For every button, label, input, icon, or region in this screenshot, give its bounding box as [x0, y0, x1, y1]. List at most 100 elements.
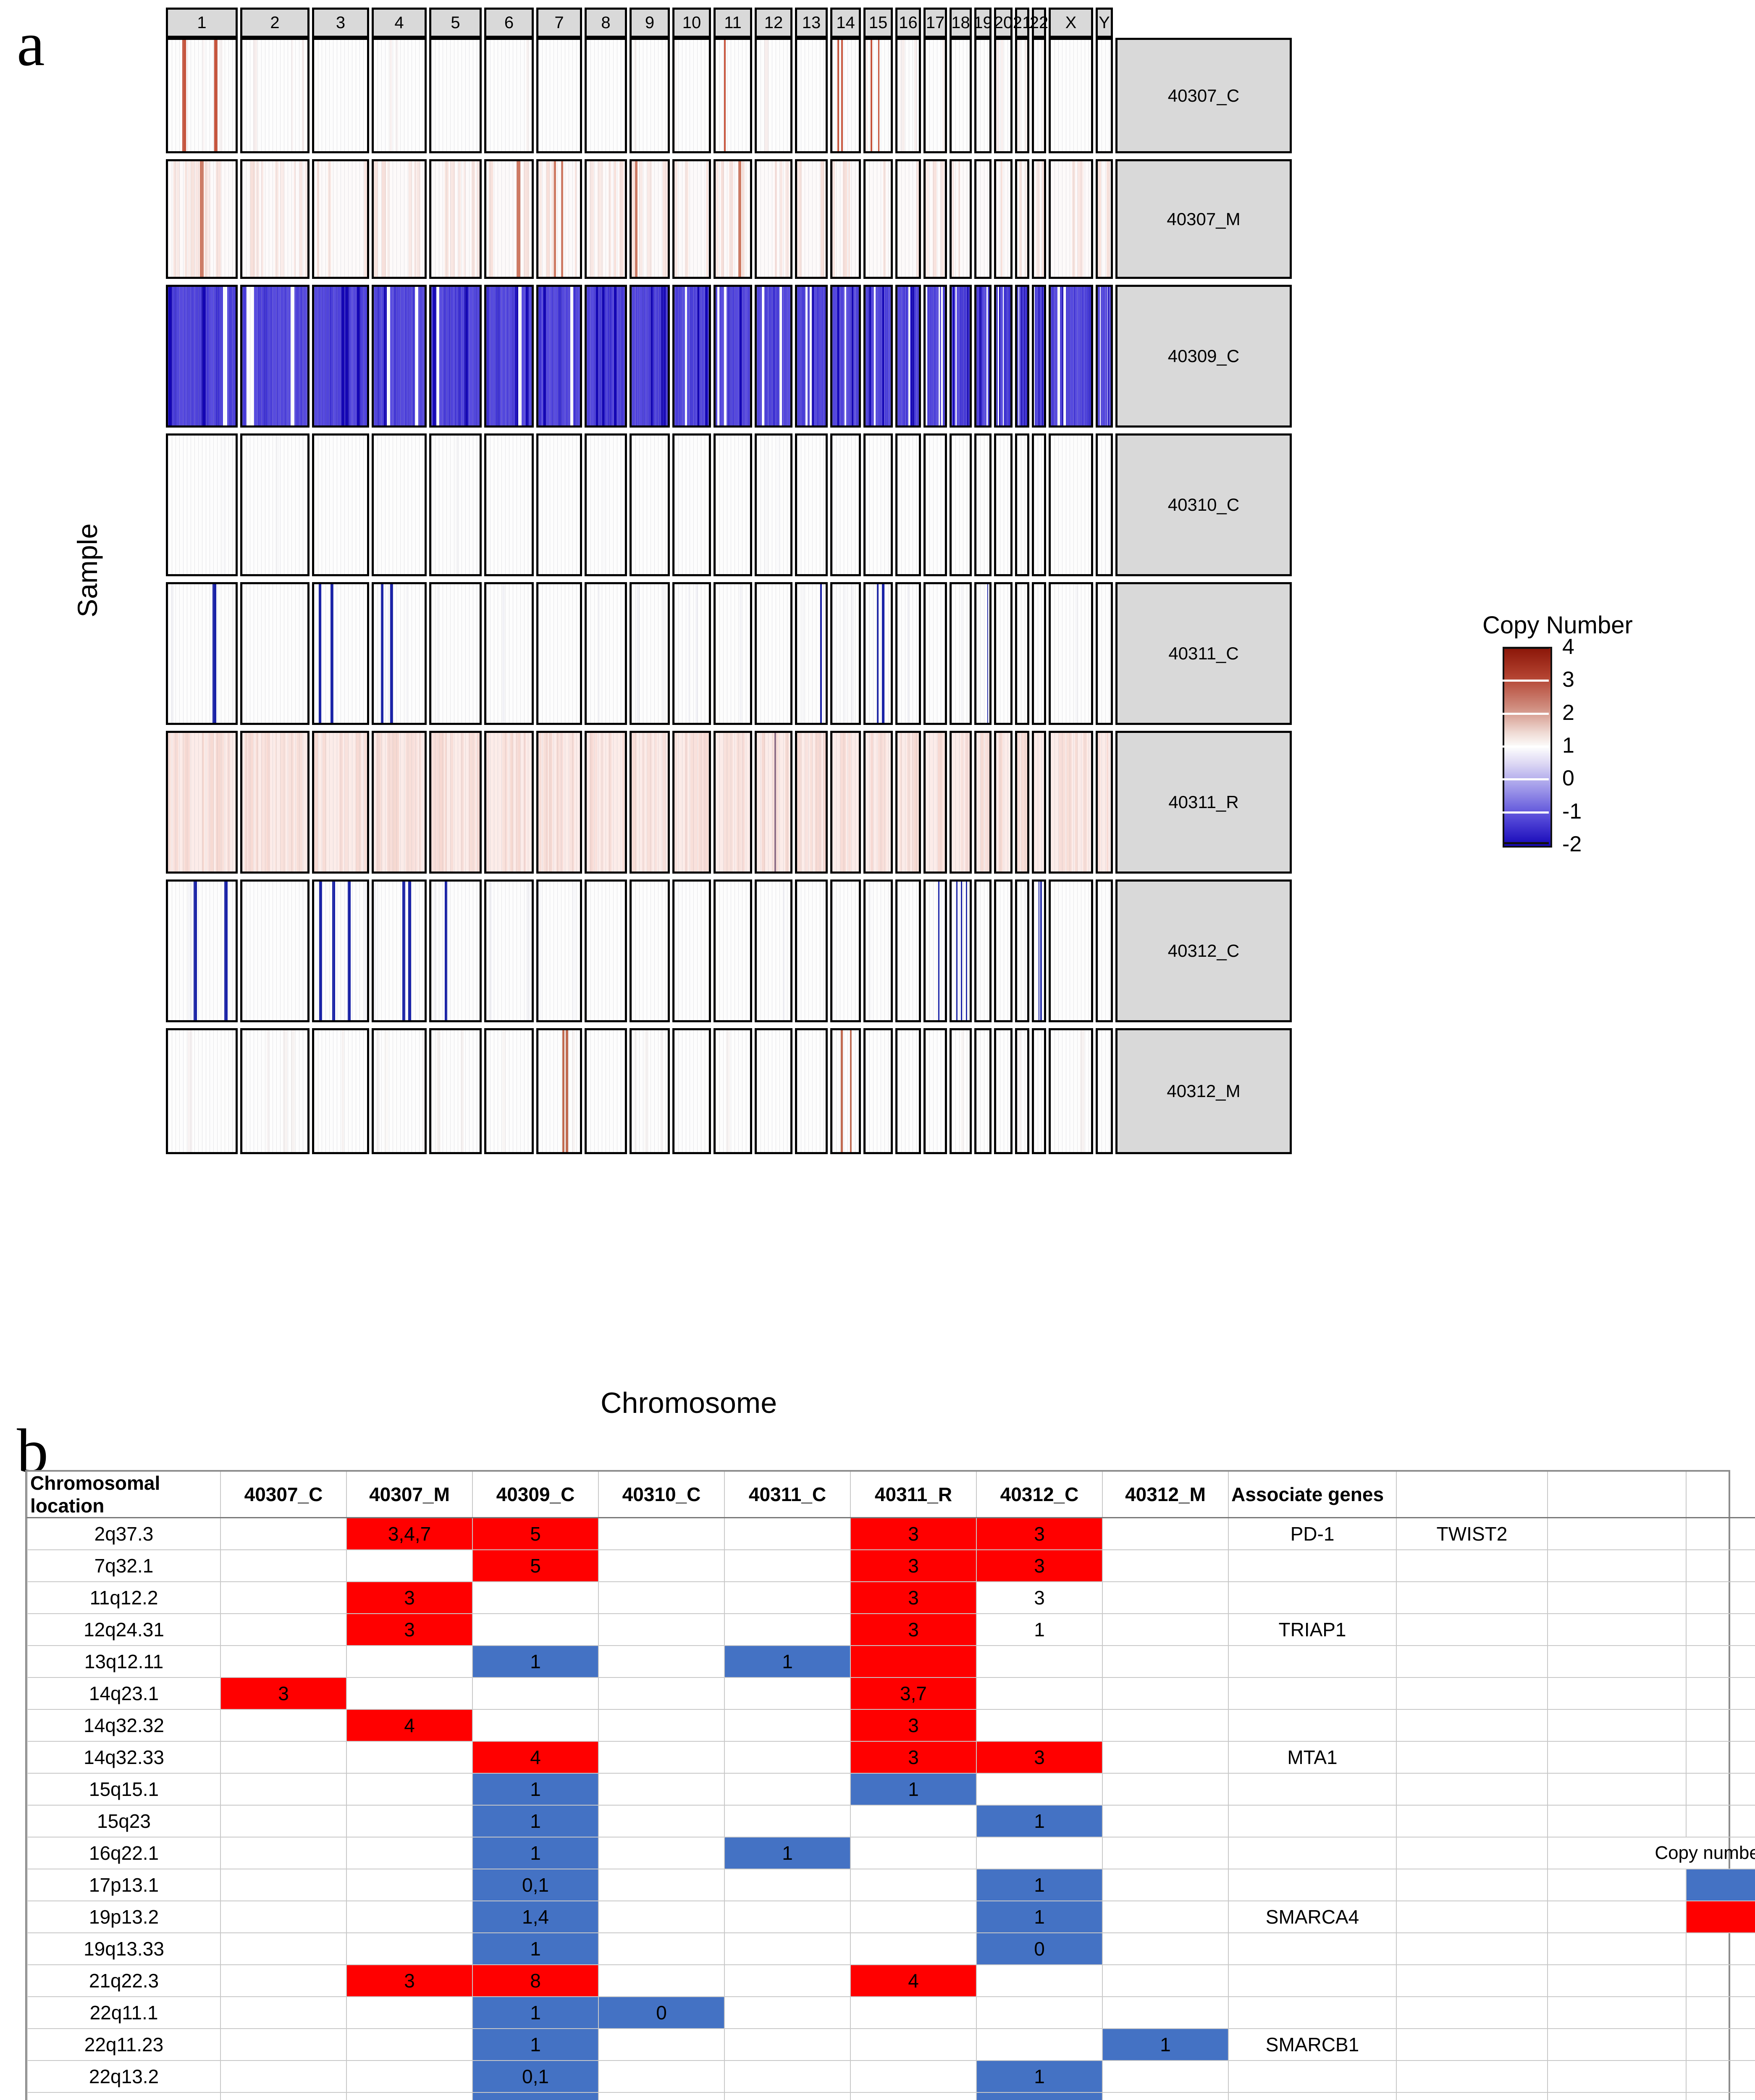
cell-gridlines: [1017, 161, 1027, 277]
cnv-legend-swatch-gain: [1686, 1900, 1755, 1933]
heatmap-cell-40311_C-chrY: [1096, 582, 1113, 725]
heatmap-cell-40311_C-chr9: [630, 582, 670, 725]
value-cell-40311_C: [724, 1932, 851, 1965]
value-cell-40307_M: [346, 1996, 473, 2029]
cell-gridlines: [632, 882, 668, 1020]
chromosomal-location-cell: 12q24.31: [27, 1613, 221, 1646]
column-header-40307-c: 40307_C: [220, 1472, 347, 1518]
cell-gridlines: [314, 436, 367, 574]
cell-gridlines: [168, 733, 236, 872]
spacer-cell: [1547, 1709, 1687, 1742]
cell-gridlines: [242, 287, 307, 425]
associate-gene-cell-1: [1228, 1581, 1397, 1614]
heatmap-cell-40312_C-chr12: [755, 879, 792, 1022]
cell-gridlines: [1051, 882, 1091, 1020]
colorbar-tick-label--1: -1: [1562, 799, 1582, 824]
value-cell-40307_M: [346, 1837, 473, 1869]
value-cell-40309_C: 8: [472, 1964, 599, 1997]
chromosomal-location-cell: 22q11.23: [27, 2028, 221, 2061]
cell-gridlines: [952, 1030, 970, 1152]
value-cell-40307_C: [220, 1837, 347, 1869]
cell-gridlines: [314, 733, 367, 872]
cell-gridlines: [486, 584, 532, 723]
chromosomal-location-cell: 14q32.33: [27, 1741, 221, 1774]
cell-gridlines: [587, 436, 625, 574]
cell-gridlines: [716, 882, 750, 1020]
heatmap-cell-40311_R-chr11: [714, 731, 752, 874]
value-cell-40312_C: [976, 1964, 1103, 1997]
cell-gridlines: [1034, 287, 1044, 425]
cell-gridlines: [797, 436, 826, 574]
cell-gridlines: [538, 40, 580, 151]
cell-gridlines: [996, 1030, 1010, 1152]
heatmap-cell-40312_C-chr15: [863, 879, 893, 1022]
heatmap-cell-40307_M-chr20: [994, 159, 1013, 279]
spacer-cell: [1686, 1645, 1755, 1678]
value-cell-40307_M: 3: [346, 1581, 473, 1614]
heatmap-cell-40311_C-chr1: [166, 582, 238, 725]
heatmap-cell-40311_R-chr9: [630, 731, 670, 874]
heatmap-cell-40311_C-chr3: [312, 582, 369, 725]
heatmap-row-40312_M: 40312_M: [166, 1028, 1293, 1154]
cell-gridlines: [431, 161, 480, 277]
spacer-cell: [1547, 1773, 1687, 1806]
cell-gridlines: [1098, 1030, 1111, 1152]
cell-gridlines: [897, 733, 919, 872]
legend-pad: [1547, 1869, 1687, 1901]
heatmap-cell-40309_C-chrX: [1049, 285, 1093, 428]
associate-gene-cell-2: [1396, 1900, 1548, 1933]
cell-gridlines: [716, 584, 750, 723]
value-cell-40311_R: [850, 2028, 977, 2061]
value-cell-40307_M: 3,4,7: [346, 1517, 473, 1550]
heatmap-cell-40307_M-chr13: [795, 159, 828, 279]
associate-gene-cell-2: [1396, 2028, 1548, 2061]
cell-gridlines: [168, 436, 236, 574]
chromosome-label-Y: Y: [1096, 8, 1113, 38]
cell-gridlines: [897, 882, 919, 1020]
heatmap-cell-40311_C-chr6: [484, 582, 534, 725]
heatmap-cell-40312_M-chr2: [240, 1028, 310, 1154]
value-cell-40307_M: [346, 2060, 473, 2093]
heatmap-cell-40311_R-chr7: [536, 731, 582, 874]
cell-gridlines: [797, 733, 826, 872]
associate-gene-cell-1: [1228, 1709, 1397, 1742]
cell-gridlines: [242, 40, 307, 151]
heatmap-cell-40312_M-chr20: [994, 1028, 1013, 1154]
value-cell-40311_R: [850, 1996, 977, 2029]
cell-gridlines: [674, 436, 709, 574]
value-cell-40311_C: [724, 1996, 851, 2029]
cell-gridlines: [242, 436, 307, 574]
heatmap-cell-40311_C-chr2: [240, 582, 310, 725]
value-cell-40312_C: 1: [976, 2092, 1103, 2100]
heatmap-cell-40309_C-chr4: [372, 285, 427, 428]
heatmap-cell-40309_C-chr3: [312, 285, 369, 428]
value-cell-40307_M: [346, 1805, 473, 1838]
value-cell-40311_R: [850, 1869, 977, 1901]
value-cell-40310_C: [598, 1709, 725, 1742]
colorbar-tick-label-1: 1: [1562, 733, 1574, 758]
table-row: 22q13.2 0,1 1: [27, 2060, 1755, 2093]
associate-gene-cell-2: [1396, 1613, 1548, 1646]
heatmap-cell-40307_M-chr15: [863, 159, 893, 279]
cell-gridlines: [242, 161, 307, 277]
legend-pad: [1547, 1900, 1687, 1933]
heatmap-cell-40309_C-chr17: [923, 285, 947, 428]
heatmap-cell-40312_C-chr9: [630, 879, 670, 1022]
cell-gridlines: [716, 161, 750, 277]
value-cell-40312_C: [976, 1837, 1103, 1869]
table-row: 15q15.1 1 1: [27, 1773, 1755, 1806]
cell-gridlines: [897, 161, 919, 277]
heatmap-cell-40312_M-chr15: [863, 1028, 893, 1154]
heatmap-cell-40310_C-chr21: [1015, 433, 1029, 576]
heatmap-cell-40310_C-chr15: [863, 433, 893, 576]
cell-gridlines: [866, 40, 891, 151]
value-cell-40311_C: [724, 1805, 851, 1838]
cell-gridlines: [374, 161, 425, 277]
heatmap-cell-40311_R-chr20: [994, 731, 1013, 874]
cell-gridlines: [1051, 1030, 1091, 1152]
heatmap-cell-40309_C-chr18: [950, 285, 972, 428]
value-cell-40311_C: [724, 2028, 851, 2061]
heatmap-cell-40310_C-chr17: [923, 433, 947, 576]
heatmap-cell-40311_C-chr16: [895, 582, 921, 725]
value-cell-40312_M: [1102, 1837, 1229, 1869]
